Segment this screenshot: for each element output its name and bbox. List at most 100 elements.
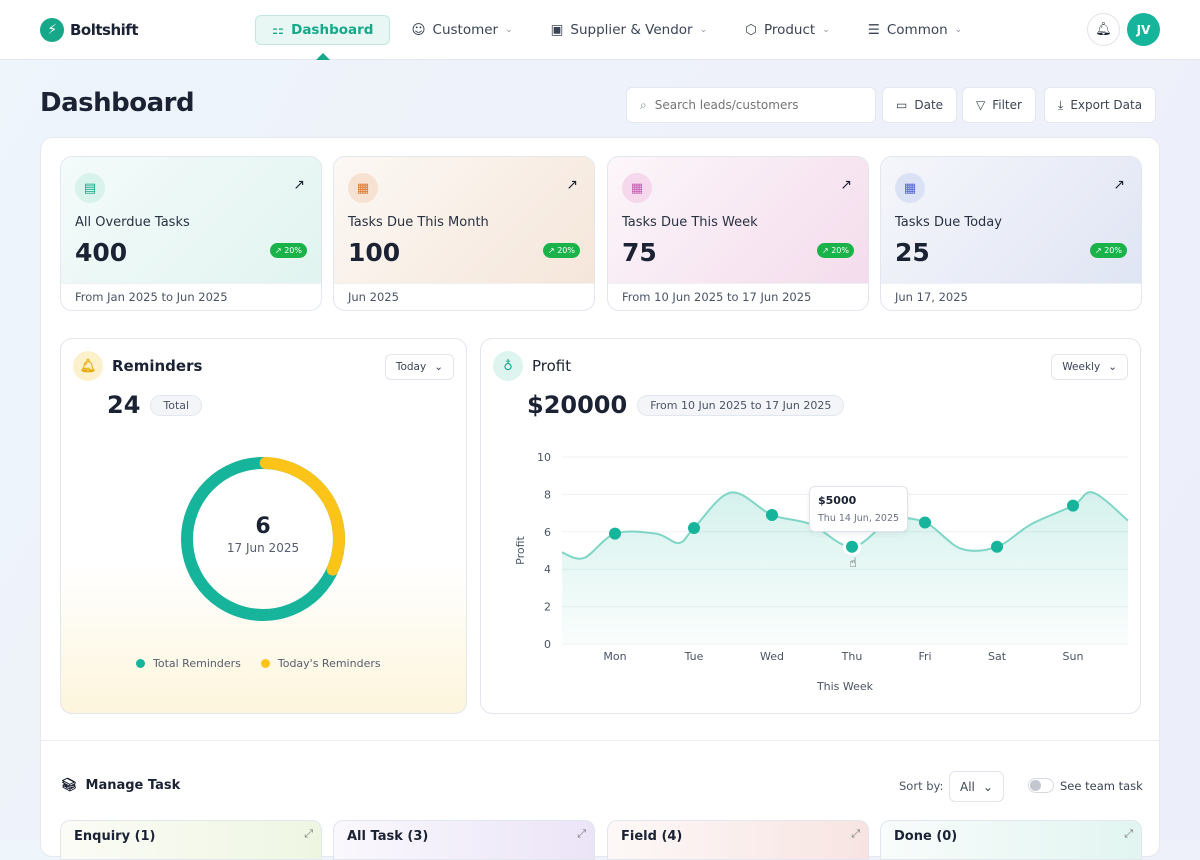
toggle-label: See team task <box>1060 778 1143 793</box>
column-label: Done (0) <box>894 829 958 844</box>
stat-value: 100 <box>348 238 401 267</box>
filter-button[interactable]: ▽ Filter <box>962 87 1036 123</box>
reminders-total: 24 <box>107 391 141 419</box>
search-box[interactable]: ⌕ <box>626 87 876 123</box>
expand-icon[interactable]: ⤢ <box>1124 827 1133 840</box>
search-input[interactable] <box>654 98 845 112</box>
change-badge: ↗ 20% <box>1089 243 1127 258</box>
legend-today: Today's Reminders <box>260 657 381 670</box>
x-tick-label: Sun <box>1063 650 1084 663</box>
sort-dropdown[interactable]: All ⌄ <box>949 771 1004 802</box>
panel-title: Profit <box>532 357 572 375</box>
stat-card-month[interactable]: ▦ ↗ Tasks Due This Month 100 ↗ 20% Jun 2… <box>333 156 595 311</box>
export-data-button[interactable]: ⤓ Export Data <box>1044 87 1157 123</box>
expand-icon[interactable]: ⤢ <box>304 827 313 840</box>
nav-product[interactable]: ⬡ Product ⌄ <box>728 15 847 45</box>
team-task-toggle[interactable]: See team task <box>1028 778 1143 793</box>
x-tick-label: Sat <box>988 650 1007 663</box>
change-badge: ↗ 20% <box>816 243 854 258</box>
arrow-up-right-icon[interactable]: ↗ <box>840 177 852 193</box>
nav-customer[interactable]: ☺ Customer ⌄ <box>394 15 529 45</box>
export-label: Export Data <box>1070 98 1143 112</box>
nav-label: Customer <box>432 22 499 38</box>
date-label: Date <box>914 98 944 112</box>
stat-footer: Jun 17, 2025 <box>881 283 1141 310</box>
stat-label: Tasks Due Today <box>895 215 1002 230</box>
x-tick-label: Tue <box>684 650 704 663</box>
filter-icon: ▽ <box>976 98 986 112</box>
chevron-down-icon: ⌄ <box>1108 361 1117 373</box>
stat-footer: Jun 2025 <box>334 283 594 310</box>
y-axis-label: Profit <box>514 535 527 564</box>
column-label: Field (4) <box>621 829 683 844</box>
chevron-down-icon: ⌄ <box>505 25 513 35</box>
task-column-all[interactable]: All Task (3) ⤢ <box>333 820 595 860</box>
total-pill: Total <box>150 394 203 416</box>
download-icon: ⤓ <box>1058 97 1064 112</box>
user-avatar[interactable]: JV <box>1127 13 1160 46</box>
data-point-tue <box>688 522 700 535</box>
x-tick-label: Mon <box>603 650 626 663</box>
notifications-button[interactable]: 🔔︎ <box>1087 13 1120 46</box>
stat-footer: From 10 Jun 2025 to 17 Jun 2025 <box>608 283 868 310</box>
task-column-done[interactable]: Done (0) ⤢ <box>880 820 1142 860</box>
arrow-up-right-icon[interactable]: ↗ <box>1113 177 1125 193</box>
period-pill: From 10 Jun 2025 to 17 Jun 2025 <box>637 394 845 416</box>
dropdown-value: All <box>960 779 975 794</box>
money-bag-icon: ♁ <box>493 351 523 381</box>
task-column-enquiry[interactable]: Enquiry (1) ⤢ <box>60 820 322 860</box>
task-column-field[interactable]: Field (4) ⤢ <box>607 820 869 860</box>
stat-footer: From Jan 2025 to Jun 2025 <box>61 283 321 310</box>
bolt-icon: ⚡ <box>40 18 64 42</box>
nav-supplier-vendor[interactable]: ▣ Supplier & Vendor ⌄ <box>534 15 724 45</box>
change-badge: ↗ 20% <box>269 243 307 258</box>
nav-label: Dashboard <box>291 22 374 38</box>
manage-task-title: 📚︎ Manage Task <box>61 778 180 793</box>
tooltip-date: Thu 14 Jun, 2025 <box>818 513 900 524</box>
stat-card-today[interactable]: ▦ ↗ Tasks Due Today 25 ↗ 20% Jun 17, 202… <box>880 156 1142 311</box>
y-tick-label: 10 <box>537 451 551 464</box>
stat-card-week[interactable]: ▦ ↗ Tasks Due This Week 75 ↗ 20% From 10… <box>607 156 869 311</box>
profit-panel: ♁ Profit Weekly ⌄ $20000 From 10 Jun 2025 … <box>480 338 1141 714</box>
bell-snooze-icon: 🔔︎ <box>73 351 103 381</box>
stat-card-overdue[interactable]: ▤ ↗ All Overdue Tasks 400 ↗ 20% From Jan… <box>60 156 322 311</box>
stat-label: Tasks Due This Month <box>348 215 489 230</box>
x-axis-label: This Week <box>816 680 874 693</box>
arrow-up-right-icon[interactable]: ↗ <box>566 177 578 193</box>
legend-total: Total Reminders <box>136 657 241 670</box>
main-nav: ⚏ Dashboard ☺ Customer ⌄ ▣ Supplier & Vendor… <box>255 15 979 60</box>
nav-label: Supplier & Vendor <box>570 22 693 38</box>
books-icon: 📚︎ <box>61 778 78 793</box>
arrow-up-right-icon[interactable]: ↗ <box>293 177 305 193</box>
stat-label: All Overdue Tasks <box>75 215 190 230</box>
expand-icon[interactable]: ⤢ <box>851 827 860 840</box>
date-button[interactable]: ▭ Date <box>882 87 958 123</box>
change-value: 20% <box>284 246 302 255</box>
x-tick-label: Fri <box>918 650 931 663</box>
calendar-week-icon: ▦ <box>622 173 652 203</box>
y-tick-label: 0 <box>544 638 551 651</box>
brand-logo[interactable]: ⚡ Boltshift <box>40 18 139 42</box>
donut-center-date: 17 Jun 2025 <box>226 541 300 555</box>
calendar-icon: ▭ <box>896 98 908 112</box>
dropdown-value: Today <box>395 361 427 373</box>
chart-tooltip: $5000 Thu 14 Jun, 2025 <box>809 486 909 532</box>
expand-icon[interactable]: ⤢ <box>577 827 586 840</box>
divider <box>41 740 1159 741</box>
stat-value: 400 <box>75 238 128 267</box>
toggle-switch[interactable] <box>1028 778 1054 793</box>
profit-range-dropdown[interactable]: Weekly ⌄ <box>1051 354 1128 380</box>
store-icon: ▣ <box>550 22 564 38</box>
reminders-range-dropdown[interactable]: Today ⌄ <box>384 354 454 380</box>
nav-common[interactable]: ☰ Common ⌄ <box>851 15 979 45</box>
nav-dashboard[interactable]: ⚏ Dashboard <box>255 15 391 60</box>
dropdown-value: Weekly <box>1062 361 1101 373</box>
sort-label: Sort by: <box>899 779 944 793</box>
profit-amount: $20000 <box>527 391 628 419</box>
stat-value: 75 <box>622 238 657 267</box>
chevron-down-icon: ⌄ <box>982 779 993 794</box>
data-point-mon <box>609 527 621 540</box>
calendar-day-icon: ▦ <box>895 173 925 203</box>
box-icon: ⬡ <box>745 22 757 38</box>
data-point-thu <box>846 540 858 553</box>
